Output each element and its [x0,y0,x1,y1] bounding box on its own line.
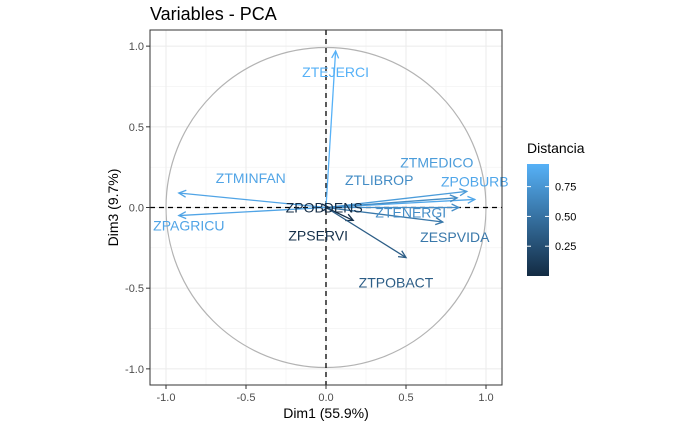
label-ztlibrop: ZTLIBROP [345,172,413,188]
y-axis-ticks: -1.0 -0.5 0.0 0.5 1.0 [125,41,150,376]
x-tick-label: 1.0 [478,392,493,404]
arrow-zpobdens [321,203,331,212]
legend-colorbar [527,164,549,276]
arrow-ztlibrop [325,194,459,209]
arrow-ztminfan [177,189,327,209]
label-zpservi: ZPSERVI [288,227,348,243]
label-ztejerci: ZTEJERCI [302,64,369,80]
variable-arrows [177,49,477,259]
legend-title: Distancia [527,140,585,156]
label-zpoburb: ZPOBURB [441,173,509,189]
label-zpagricu: ZPAGRICU [153,218,224,234]
label-zespvida: ZESPVIDA [420,229,490,245]
y-tick-label: 0.0 [129,203,144,215]
label-ztminfan: ZTMINFAN [216,170,286,186]
x-tick-label: 0.0 [318,392,333,404]
label-zpobdens: ZPOBDENS [286,200,363,216]
legend-tick-label: 0.25 [555,241,576,253]
x-tick-label: 0.5 [398,392,413,404]
arrow-ztmedico [325,188,469,209]
label-ztenergi: ZTENERGI [375,205,446,221]
y-tick-label: 0.5 [129,122,144,134]
arrow-ztejerci [325,49,340,208]
chart-title: Variables - PCA [150,4,277,24]
x-tick-label: -1.0 [157,392,176,404]
arrow-ztpobact [325,206,408,259]
y-tick-label: -1.0 [125,364,144,376]
y-tick-label: -0.5 [125,283,144,295]
legend-tick-label: 0.50 [555,211,576,223]
y-tick-label: 1.0 [129,41,144,53]
arrow-zespvida [325,206,445,226]
legend-tick-label: 0.75 [555,182,576,194]
label-ztpobact: ZTPOBACT [359,275,434,291]
y-axis-title: Dim3 (9.7%) [105,169,121,247]
arrow-zpagricu [177,206,327,220]
x-axis-ticks: -1.0 -0.5 0.0 0.5 1.0 [157,385,494,404]
legend-ticks: 0.25 0.50 0.75 [527,182,576,253]
x-axis-title: Dim1 (55.9%) [283,405,369,421]
x-tick-label: -0.5 [237,392,256,404]
variable-labels: ZTEJERCI ZTMEDICO ZPOBURB ZTLIBROP ZTENERGI Z… [153,64,508,291]
arrow-ztenergi [326,203,461,212]
label-ztmedico: ZTMEDICO [400,154,473,170]
